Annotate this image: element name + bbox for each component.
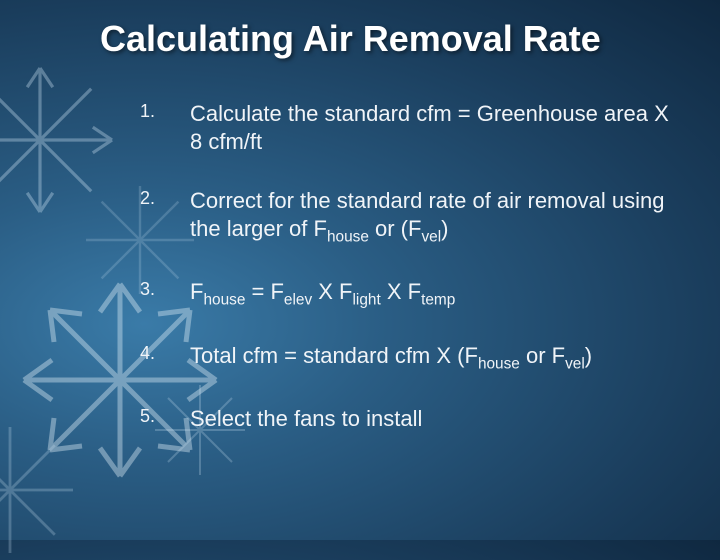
item-text: Fhouse = Felev X Flight X Ftemp [190, 278, 680, 310]
item-number: 5. [140, 405, 190, 428]
item-text: Total cfm = standard cfm X (Fhouse or Fv… [190, 342, 680, 374]
list-item: 5.Select the fans to install [140, 405, 680, 433]
item-text: Correct for the standard rate of air rem… [190, 187, 680, 246]
list-item: 1.Calculate the standard cfm = Greenhous… [140, 100, 680, 155]
item-text: Calculate the standard cfm = Greenhouse … [190, 100, 680, 155]
item-text: Select the fans to install [190, 405, 680, 433]
list-item: 3.Fhouse = Felev X Flight X Ftemp [140, 278, 680, 310]
numbered-list: 1.Calculate the standard cfm = Greenhous… [140, 100, 680, 465]
item-number: 2. [140, 187, 190, 210]
slide-title: Calculating Air Removal Rate [100, 18, 700, 60]
item-number: 3. [140, 278, 190, 301]
item-number: 1. [140, 100, 190, 123]
list-item: 4.Total cfm = standard cfm X (Fhouse or … [140, 342, 680, 374]
list-item: 2.Correct for the standard rate of air r… [140, 187, 680, 246]
item-number: 4. [140, 342, 190, 365]
snowflake-decor [0, 420, 80, 560]
